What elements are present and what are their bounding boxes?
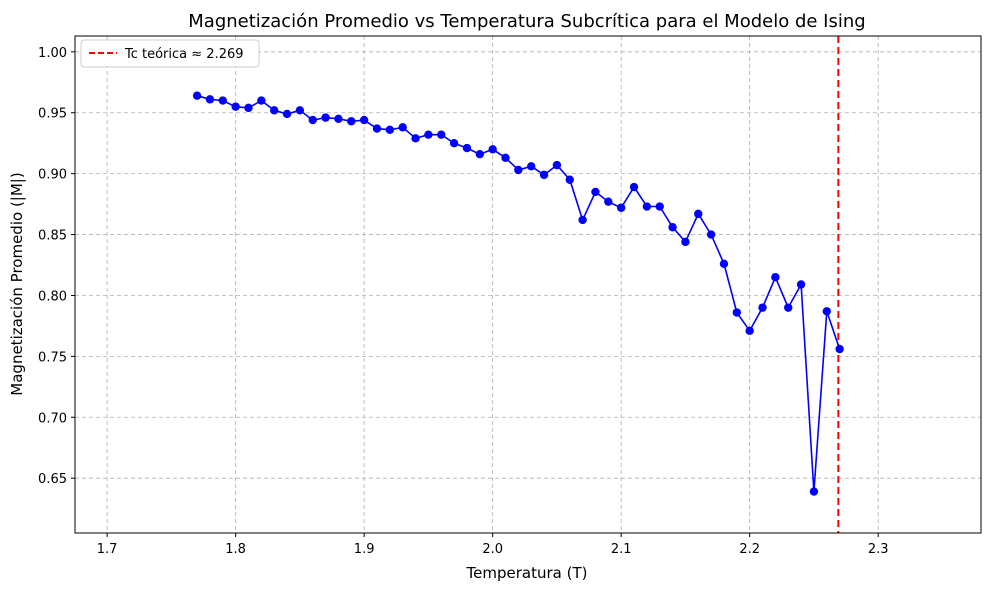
data-point xyxy=(282,109,292,119)
legend: Tc teórica ≈ 2.269 xyxy=(80,39,260,68)
data-point xyxy=(411,134,420,143)
data-point xyxy=(334,114,343,124)
data-point xyxy=(488,145,497,154)
data-point xyxy=(244,103,253,113)
data-point xyxy=(642,202,652,211)
y-axis-label: Magnetización Promedio (|M|) xyxy=(8,172,26,395)
data-point xyxy=(809,487,819,496)
grid xyxy=(75,36,981,533)
data-point xyxy=(321,113,330,122)
data-point xyxy=(578,215,587,225)
data-point xyxy=(745,326,754,335)
data-point xyxy=(616,203,626,212)
data-point xyxy=(308,115,317,125)
data-point xyxy=(437,130,446,139)
legend-label: Tc teórica ≈ 2.269 xyxy=(124,47,244,62)
data-point xyxy=(192,91,202,100)
data-point xyxy=(347,117,356,126)
y-tick-label: 1.00 xyxy=(38,46,67,61)
series-line xyxy=(196,94,841,492)
y-tick-label: 0.80 xyxy=(38,289,67,304)
ticks: 1.7 1.8 1.9 2.0 2.1 2.2 2.3 0.65 0.70 0.75 0.80 0.8… xyxy=(38,46,888,557)
data-point xyxy=(591,187,600,197)
data-point xyxy=(269,106,279,115)
x-tick-label: 1.7 xyxy=(97,542,118,557)
data-point xyxy=(449,138,459,148)
y-tick-label: 0.85 xyxy=(38,229,67,244)
plot-frame xyxy=(74,35,982,534)
data-point xyxy=(681,237,690,247)
y-tick-label: 0.65 xyxy=(38,472,67,487)
data-point xyxy=(475,149,485,159)
y-tick-label: 0.90 xyxy=(38,168,67,183)
x-tick-label: 2.1 xyxy=(611,542,632,557)
data-point xyxy=(732,308,742,317)
data-point xyxy=(424,130,433,139)
data-point xyxy=(719,259,729,268)
data-point xyxy=(462,143,472,153)
data-point xyxy=(372,124,382,133)
data-point xyxy=(565,175,574,184)
data-point xyxy=(771,272,780,282)
x-tick-label: 1.8 xyxy=(225,542,246,557)
series-group xyxy=(192,91,844,496)
data-point xyxy=(295,106,305,115)
data-point xyxy=(668,223,677,232)
data-point xyxy=(552,160,562,170)
data-point xyxy=(527,162,536,171)
data-point xyxy=(359,115,369,125)
data-point xyxy=(706,230,716,239)
y-tick-label: 0.75 xyxy=(38,350,67,365)
data-point xyxy=(257,96,266,105)
x-tick-label: 2.0 xyxy=(482,542,503,557)
data-point xyxy=(784,303,793,312)
data-point xyxy=(604,197,613,206)
x-tick-label: 1.9 xyxy=(354,542,375,557)
x-tick-label: 2.2 xyxy=(739,542,760,557)
data-point xyxy=(231,102,240,111)
data-point xyxy=(205,95,215,104)
data-point xyxy=(758,303,767,312)
data-point xyxy=(385,125,395,134)
data-point xyxy=(398,123,407,132)
data-point xyxy=(629,182,639,192)
x-axis-label: Temperatura (T) xyxy=(466,564,588,582)
data-point xyxy=(694,209,703,219)
data-point xyxy=(539,170,549,180)
data-point xyxy=(514,165,523,175)
legend-box xyxy=(80,39,260,68)
data-point xyxy=(218,96,227,105)
y-tick-label: 0.70 xyxy=(38,411,67,426)
data-point xyxy=(501,153,510,163)
y-tick-label: 0.95 xyxy=(38,107,67,122)
data-point xyxy=(655,202,664,211)
data-point xyxy=(796,280,806,289)
chart-title: Magnetización Promedio vs Temperatura Su… xyxy=(188,11,865,32)
x-tick-label: 2.3 xyxy=(868,542,889,557)
data-point xyxy=(822,307,831,316)
data-point xyxy=(835,344,844,354)
